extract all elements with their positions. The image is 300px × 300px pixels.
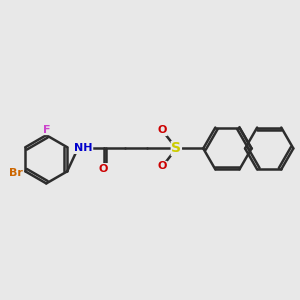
Text: O: O [99,164,108,174]
Text: O: O [158,125,167,136]
Text: F: F [43,124,50,135]
Text: NH: NH [74,143,93,154]
Text: O: O [158,161,167,171]
Text: S: S [171,142,181,155]
Text: Br: Br [9,168,23,178]
